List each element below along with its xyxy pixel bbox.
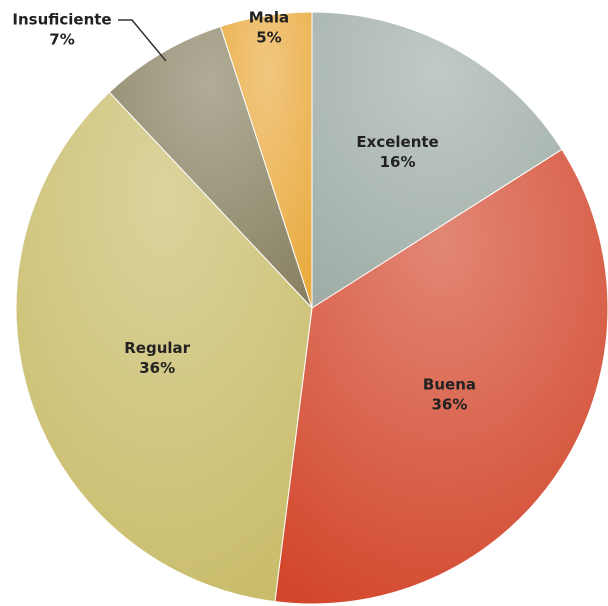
slice-value: 5% xyxy=(256,29,281,47)
slice-category: Excelente xyxy=(356,133,438,151)
slice-shine xyxy=(312,12,562,308)
slice-shine xyxy=(15,92,313,602)
slice-value: 16% xyxy=(380,153,416,171)
leader-line xyxy=(118,19,167,62)
slices xyxy=(15,11,608,605)
slice-category: Regular xyxy=(124,339,190,357)
slice-value: 7% xyxy=(49,31,74,49)
labels: Excelente 16% Buena 36% Regular 36% Insuficien… xyxy=(12,9,476,414)
slice-shine xyxy=(109,26,312,308)
slice-category: Insuficiente xyxy=(12,11,111,29)
slice-category: Mala xyxy=(249,9,289,27)
slice-value: 36% xyxy=(432,396,468,414)
slice-category: Buena xyxy=(423,376,476,394)
slice-value: 36% xyxy=(139,359,175,377)
slice-shine xyxy=(274,149,608,604)
slice-shine xyxy=(220,12,312,308)
